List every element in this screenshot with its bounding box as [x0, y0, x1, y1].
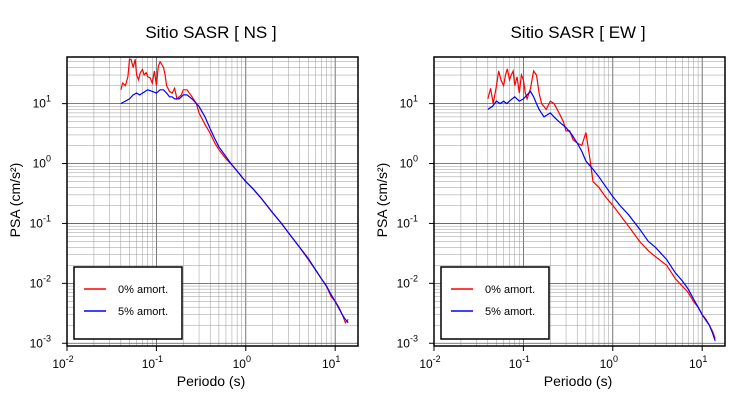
x-axis-label: Periodo (s): [177, 373, 245, 389]
x-tick-label: 10-2: [52, 354, 73, 371]
x-tick-label: 100: [600, 354, 618, 371]
chart-title: Sitio SASR [ NS ]: [145, 23, 276, 42]
y-tick-label: 101: [33, 94, 51, 111]
y-tick-label: 10-3: [30, 333, 51, 350]
y-axis-label: PSA (cm/s²): [374, 163, 390, 238]
x-tick-label: 101: [322, 354, 340, 371]
y-tick-label: 101: [400, 94, 418, 111]
x-tick-label: 10-2: [419, 354, 440, 371]
x-axis-label: Periodo (s): [544, 373, 612, 389]
y-tick-label: 10-2: [397, 273, 418, 290]
grid: [66, 56, 358, 347]
y-tick-label: 10-2: [30, 273, 51, 290]
series-line-damping-5: [487, 90, 716, 341]
plot-frame: [66, 56, 359, 347]
y-tick-label: 100: [33, 154, 51, 171]
chart-ns: Sitio SASR [ NS ] Periodo (s) PSA (cm/s²…: [7, 23, 359, 389]
y-tick-label: 100: [400, 154, 418, 171]
legend: 0% amort. 5% amort.: [440, 266, 550, 340]
legend-label: 5% amort.: [485, 306, 535, 318]
x-tick-label: 10-1: [142, 354, 163, 371]
chart-ew: Sitio SASR [ EW ] Periodo (s) PSA (cm/s²…: [374, 23, 726, 389]
legend-box: [440, 266, 550, 340]
legend: 0% amort. 5% amort.: [73, 266, 183, 340]
plot-frame: [433, 56, 726, 347]
x-tick-label: 10-1: [509, 354, 530, 371]
legend-label: 0% amort.: [485, 284, 535, 296]
legend-label: 5% amort.: [118, 306, 168, 318]
y-tick-label: 10-1: [30, 213, 51, 230]
x-tick-label: 101: [689, 354, 707, 371]
series-line-damping-5: [120, 89, 349, 324]
series-line-damping-0: [487, 68, 716, 339]
x-tick-label: 100: [233, 354, 251, 371]
y-tick-label: 10-1: [397, 213, 418, 230]
y-tick-label: 10-3: [397, 333, 418, 350]
legend-box: [73, 266, 183, 340]
legend-label: 0% amort.: [118, 284, 168, 296]
chart-title: Sitio SASR [ EW ]: [510, 23, 645, 42]
y-axis-label: PSA (cm/s²): [7, 163, 23, 238]
